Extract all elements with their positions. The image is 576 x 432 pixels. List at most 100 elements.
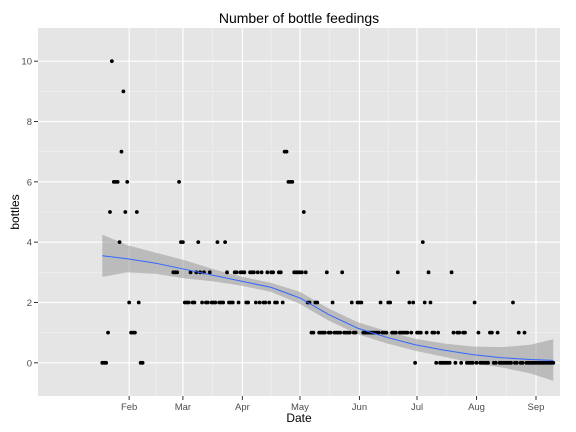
data-point bbox=[104, 360, 109, 365]
data-point bbox=[470, 360, 475, 365]
smooth-line bbox=[102, 255, 554, 361]
data-point bbox=[376, 330, 381, 335]
data-point bbox=[349, 300, 354, 305]
data-point bbox=[472, 300, 477, 305]
data-point bbox=[259, 270, 264, 275]
data-point bbox=[125, 179, 130, 184]
data-point bbox=[192, 300, 197, 305]
data-point bbox=[424, 330, 429, 335]
data-point bbox=[267, 300, 272, 305]
x-tick-label: Sep bbox=[528, 402, 545, 413]
data-point bbox=[242, 270, 247, 275]
data-point bbox=[225, 270, 229, 275]
y-axis-ticks: 0 2 4 6 8 10 bbox=[21, 57, 38, 369]
x-tick-label: Apr bbox=[235, 402, 250, 413]
data-point bbox=[311, 330, 316, 335]
data-point bbox=[449, 270, 454, 275]
y-tick-label: 10 bbox=[21, 57, 32, 68]
data-point bbox=[196, 240, 201, 245]
data-point bbox=[395, 270, 400, 275]
data-point bbox=[275, 300, 279, 305]
data-point bbox=[463, 330, 467, 335]
data-point bbox=[263, 300, 268, 305]
data-point bbox=[384, 330, 389, 335]
data-point bbox=[280, 300, 285, 305]
data-point bbox=[175, 270, 180, 275]
data-point bbox=[134, 210, 139, 214]
data-point bbox=[420, 240, 425, 245]
x-tick-label: Jul bbox=[411, 402, 423, 413]
data-point bbox=[123, 210, 128, 214]
x-tick-label: Aug bbox=[468, 402, 485, 413]
data-point bbox=[221, 300, 226, 305]
data-point bbox=[413, 360, 418, 365]
data-point bbox=[447, 360, 452, 365]
data-point bbox=[106, 330, 110, 335]
x-tick-label: Feb bbox=[121, 402, 137, 413]
data-point bbox=[246, 300, 251, 305]
data-point bbox=[257, 300, 262, 305]
data-point bbox=[140, 360, 145, 365]
data-points bbox=[100, 59, 556, 365]
data-point bbox=[223, 240, 228, 245]
data-point bbox=[324, 270, 329, 275]
data-point bbox=[108, 210, 112, 214]
data-point bbox=[109, 59, 114, 64]
data-point bbox=[516, 330, 521, 335]
data-point bbox=[278, 270, 283, 275]
data-point bbox=[476, 330, 481, 335]
data-point bbox=[177, 179, 181, 184]
data-point bbox=[426, 270, 431, 275]
data-point bbox=[340, 270, 345, 275]
data-point bbox=[514, 360, 519, 365]
data-point bbox=[347, 330, 352, 335]
data-point bbox=[394, 330, 398, 335]
data-point bbox=[405, 330, 410, 335]
data-point bbox=[428, 300, 433, 305]
data-point bbox=[315, 300, 320, 305]
data-point bbox=[213, 300, 218, 305]
data-point bbox=[495, 330, 500, 335]
data-point bbox=[230, 300, 235, 305]
data-point bbox=[489, 330, 494, 335]
x-tick-label: Mar bbox=[175, 402, 191, 413]
confidence-band bbox=[102, 234, 554, 381]
data-point bbox=[255, 270, 260, 275]
y-tick-label: 8 bbox=[27, 117, 32, 128]
data-point bbox=[133, 330, 137, 335]
x-axis-ticks: Feb Mar Apr May Jun Jul Aug Sep bbox=[121, 396, 544, 413]
data-point bbox=[418, 330, 423, 335]
data-point bbox=[200, 300, 204, 305]
data-point bbox=[271, 270, 275, 275]
y-axis-title: bottles bbox=[8, 194, 22, 229]
data-point bbox=[121, 89, 126, 94]
data-point bbox=[215, 240, 220, 245]
data-point bbox=[522, 330, 527, 335]
data-point bbox=[493, 360, 498, 365]
data-point bbox=[328, 330, 333, 335]
data-point bbox=[388, 300, 393, 305]
data-point bbox=[434, 360, 439, 365]
data-point bbox=[453, 360, 458, 365]
y-tick-label: 6 bbox=[27, 177, 32, 188]
data-point bbox=[180, 240, 185, 245]
data-point bbox=[509, 360, 513, 365]
data-point bbox=[303, 270, 308, 275]
x-axis-title: Date bbox=[286, 411, 312, 425]
data-point bbox=[253, 300, 258, 305]
data-point bbox=[511, 300, 515, 305]
y-tick-label: 2 bbox=[27, 298, 32, 309]
y-tick-label: 0 bbox=[27, 358, 32, 369]
data-point bbox=[207, 270, 212, 275]
y-tick-label: 4 bbox=[27, 238, 32, 249]
data-point bbox=[451, 330, 456, 335]
data-point bbox=[186, 300, 191, 305]
data-point bbox=[119, 149, 124, 154]
data-point bbox=[265, 270, 270, 275]
data-point bbox=[252, 270, 256, 275]
data-point bbox=[330, 300, 335, 305]
data-point bbox=[520, 360, 525, 365]
data-point bbox=[234, 270, 239, 275]
data-point bbox=[486, 360, 490, 365]
data-point bbox=[411, 300, 416, 305]
